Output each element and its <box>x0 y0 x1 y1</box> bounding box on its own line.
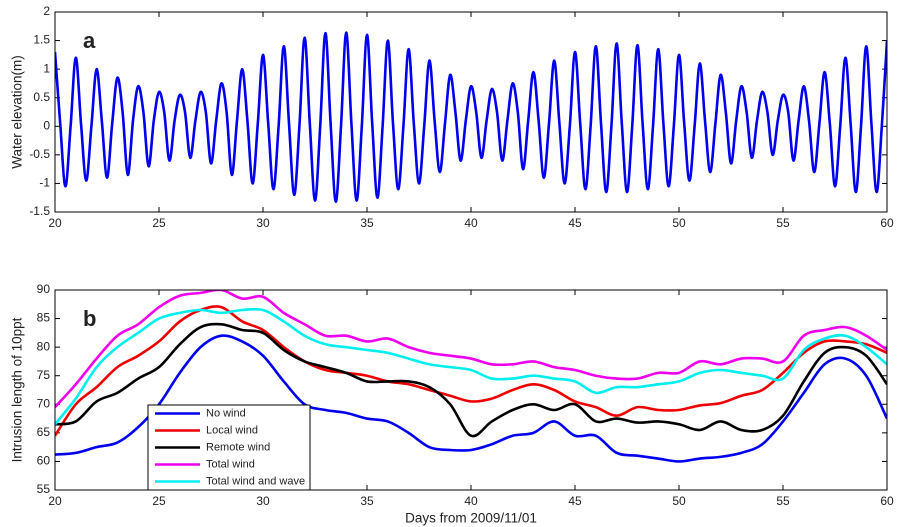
legend-label: Remote wind <box>206 441 270 453</box>
y-tick-label: 90 <box>37 282 51 296</box>
axes-frame <box>54 289 888 491</box>
y-axis-label: Intrusion length of 10ppt <box>10 317 25 462</box>
x-axis-label: Days from 2009/11/01 <box>405 511 537 526</box>
y-tick-label: -1 <box>39 176 50 190</box>
x-tick-label: 45 <box>568 494 582 508</box>
y-tick-label: 2 <box>43 4 50 18</box>
data-line <box>55 305 887 437</box>
data-line <box>55 307 887 426</box>
x-tick-label: 55 <box>776 494 790 508</box>
x-tick-label: 20 <box>48 494 62 508</box>
x-tick-label: 35 <box>360 216 374 230</box>
y-tick-label: 65 <box>37 425 51 439</box>
plot-area <box>55 12 887 212</box>
x-tick-label: 50 <box>672 216 686 230</box>
legend-label: Local wind <box>206 424 258 436</box>
x-tick-label: 25 <box>152 216 166 230</box>
y-tick-label: 0.5 <box>33 90 50 104</box>
y-tick-label: 55 <box>37 482 51 496</box>
legend-label: Total wind <box>206 458 255 470</box>
x-tick-label: 35 <box>360 494 374 508</box>
y-axis-label: Water elevation(m) <box>10 55 25 169</box>
x-tick-label: 30 <box>256 216 270 230</box>
data-line <box>55 334 887 463</box>
x-tick-label: 60 <box>880 494 894 508</box>
legend-label: No wind <box>206 407 246 419</box>
y-tick-label: 70 <box>37 396 51 410</box>
y-tick-label: 0 <box>43 118 50 132</box>
legend: No wind Local wind Remote wind Total wind To… <box>147 404 311 491</box>
x-tick-label: 20 <box>48 216 62 230</box>
y-tick-label: -0.5 <box>29 147 50 161</box>
y-tick-label: 85 <box>37 311 51 325</box>
axes-frame <box>54 11 888 213</box>
x-tick-label: 40 <box>464 494 478 508</box>
x-tick-label: 50 <box>672 494 686 508</box>
legend-label: Total wind and wave <box>206 475 305 487</box>
x-tick-label: 40 <box>464 216 478 230</box>
x-tick-label: 25 <box>152 494 166 508</box>
data-line <box>55 290 887 409</box>
y-tick-label: 80 <box>37 339 51 353</box>
y-tick-label: -1.5 <box>29 204 50 218</box>
x-tick-label: 55 <box>776 216 790 230</box>
x-tick-label: 60 <box>880 216 894 230</box>
x-tick-label: 30 <box>256 494 270 508</box>
y-tick-label: 1.5 <box>33 33 50 47</box>
panel-tag: b <box>83 306 96 331</box>
y-tick-label: 1 <box>43 61 50 75</box>
legend-box <box>147 404 311 491</box>
y-tick-label: 75 <box>37 368 51 382</box>
data-line <box>55 31 887 204</box>
data-line <box>55 322 887 438</box>
panel-tag: a <box>83 28 96 53</box>
x-tick-label: 45 <box>568 216 582 230</box>
y-tick-label: 60 <box>37 454 51 468</box>
